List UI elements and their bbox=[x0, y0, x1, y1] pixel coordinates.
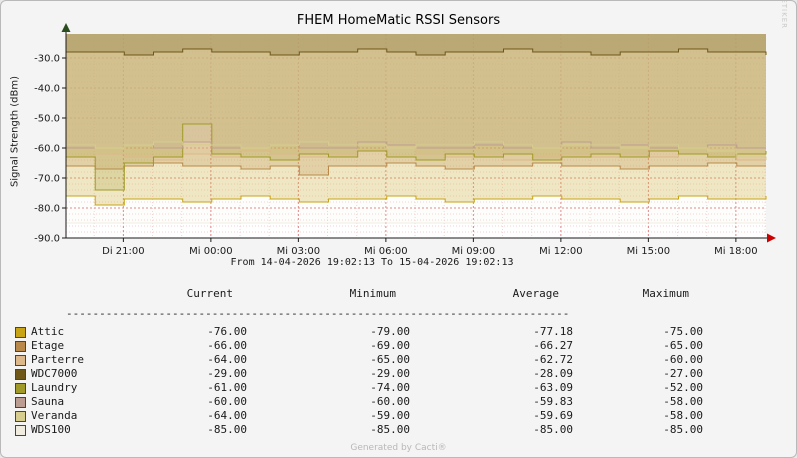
legend-header-row: Current Minimum Average Maximum bbox=[1, 285, 796, 303]
legend-header-maximum: Maximum bbox=[642, 287, 689, 300]
svg-text:Mi 15:00: Mi 15:00 bbox=[627, 246, 670, 257]
legend-current-value: -29.00 bbox=[207, 367, 247, 380]
legend-current-value: -66.00 bbox=[207, 339, 247, 352]
svg-text:-60.0: -60.0 bbox=[34, 144, 60, 155]
legend-minimum-value: -65.00 bbox=[370, 353, 410, 366]
legend-average-value: -28.09 bbox=[533, 367, 573, 380]
legend-row-sauna: Sauna -60.00 -60.00 -59.83 -58.00 bbox=[1, 395, 796, 409]
legend-maximum-value: -60.00 bbox=[663, 353, 703, 366]
generated-by-label: Generated by Cacti® bbox=[350, 443, 447, 453]
legend-average-value: -59.69 bbox=[533, 409, 573, 422]
legend-table: Current Minimum Average Maximum --------… bbox=[1, 285, 796, 437]
legend-row-wdc7000: WDC7000 -29.00 -29.00 -28.09 -27.00 bbox=[1, 367, 796, 381]
legend-average-value: -62.72 bbox=[533, 353, 573, 366]
legend-minimum-value: -85.00 bbox=[370, 423, 410, 436]
svg-text:Mi 18:00: Mi 18:00 bbox=[714, 246, 757, 257]
svg-text:Di 21:00: Di 21:00 bbox=[102, 246, 144, 257]
legend-series-name: Laundry bbox=[31, 381, 78, 394]
legend-maximum-value: -58.00 bbox=[663, 409, 703, 422]
chart-title: FHEM HomeMatic RSSI Sensors bbox=[296, 13, 501, 28]
legend-average-value: -77.18 bbox=[533, 325, 573, 338]
legend-average-value: -85.00 bbox=[533, 423, 573, 436]
legend-header-average: Average bbox=[512, 287, 559, 300]
time-range-label: From 14-04-2026 19:02:13 To 15-04-2026 1… bbox=[230, 257, 514, 268]
svg-text:Mi 09:00: Mi 09:00 bbox=[452, 246, 495, 257]
svg-text:-80.0: -80.0 bbox=[34, 204, 60, 215]
legend-swatch bbox=[15, 354, 26, 366]
svg-text:Mi 06:00: Mi 06:00 bbox=[364, 246, 407, 257]
legend-maximum-value: -85.00 bbox=[663, 423, 703, 436]
legend-series-name: Veranda bbox=[31, 409, 78, 422]
legend-header-current: Current bbox=[186, 287, 233, 300]
svg-text:Mi 12:00: Mi 12:00 bbox=[539, 246, 582, 257]
svg-text:-50.0: -50.0 bbox=[34, 114, 60, 125]
legend-average-value: -63.09 bbox=[533, 381, 573, 394]
legend-row-laundry: Laundry -61.00 -74.00 -63.09 -52.00 bbox=[1, 381, 796, 395]
legend-series-name: Parterre bbox=[31, 353, 84, 366]
legend-minimum-value: -69.00 bbox=[370, 339, 410, 352]
legend-row-etage: Etage -66.00 -69.00 -66.27 -65.00 bbox=[1, 339, 796, 353]
legend-swatch bbox=[15, 340, 26, 352]
legend-minimum-value: -74.00 bbox=[370, 381, 410, 394]
svg-text:Mi 03:00: Mi 03:00 bbox=[277, 246, 320, 257]
legend-separator: ----------------------------------------… bbox=[66, 307, 570, 320]
svg-text:-90.0: -90.0 bbox=[34, 234, 60, 245]
svg-text:-40.0: -40.0 bbox=[34, 84, 60, 95]
svg-text:-30.0: -30.0 bbox=[34, 54, 60, 65]
legend-series-name: Etage bbox=[31, 339, 65, 352]
legend-current-value: -64.00 bbox=[207, 353, 247, 366]
legend-swatch bbox=[15, 396, 26, 408]
legend-current-value: -76.00 bbox=[207, 325, 247, 338]
legend-swatch bbox=[15, 368, 26, 380]
legend-minimum-value: -79.00 bbox=[370, 325, 410, 338]
legend-series-name: Attic bbox=[31, 325, 65, 338]
legend-current-value: -60.00 bbox=[207, 395, 247, 408]
legend-maximum-value: -27.00 bbox=[663, 367, 703, 380]
legend-swatch bbox=[15, 410, 26, 422]
legend-average-value: -66.27 bbox=[533, 339, 573, 352]
legend-row-wds100: WDS100 -85.00 -85.00 -85.00 -85.00 bbox=[1, 423, 796, 437]
legend-series-name: Sauna bbox=[31, 395, 65, 408]
legend-minimum-value: -29.00 bbox=[370, 367, 410, 380]
legend-swatch bbox=[15, 382, 26, 394]
legend-current-value: -61.00 bbox=[207, 381, 247, 394]
svg-text:Mi 00:00: Mi 00:00 bbox=[189, 246, 232, 257]
svg-text:-70.0: -70.0 bbox=[34, 174, 60, 185]
legend-swatch bbox=[15, 424, 26, 436]
legend-header-minimum: Minimum bbox=[349, 287, 396, 300]
legend-maximum-value: -52.00 bbox=[663, 381, 703, 394]
legend-row-veranda: Veranda -64.00 -59.00 -59.69 -58.00 bbox=[1, 409, 796, 423]
legend-maximum-value: -75.00 bbox=[663, 325, 703, 338]
legend-row-attic: Attic -76.00 -79.00 -77.18 -75.00 bbox=[1, 325, 796, 339]
legend-maximum-value: -58.00 bbox=[663, 395, 703, 408]
legend-average-value: -59.83 bbox=[533, 395, 573, 408]
legend-swatch bbox=[15, 326, 26, 338]
chart-plot: -30.0 -40.0 -50.0 -60.0 -70.0 -80.0 -90.0 Di 21… bbox=[34, 23, 776, 257]
legend-row-parterre: Parterre -64.00 -65.00 -62.72 -60.00 bbox=[1, 353, 796, 367]
legend-current-value: -85.00 bbox=[207, 423, 247, 436]
legend-minimum-value: -60.00 bbox=[370, 395, 410, 408]
legend-maximum-value: -65.00 bbox=[663, 339, 703, 352]
legend-current-value: -64.00 bbox=[207, 409, 247, 422]
legend-series-name: WDC7000 bbox=[31, 367, 78, 380]
legend-series-name: WDS100 bbox=[31, 423, 71, 436]
legend-minimum-value: -59.00 bbox=[370, 409, 410, 422]
